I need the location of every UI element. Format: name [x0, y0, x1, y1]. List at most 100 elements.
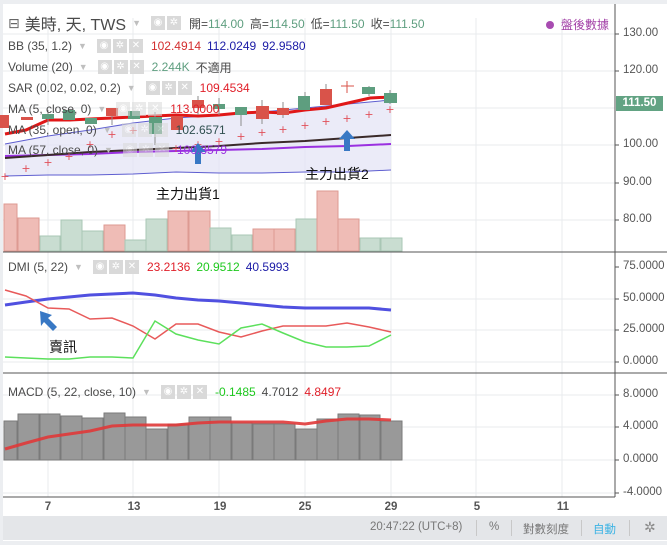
- legend-bb: BB (35, 1.2) ▼ ◉ ✲ ✕ 102.4914 112.0249 92.…: [8, 38, 312, 54]
- high-label: 高=: [249, 16, 269, 31]
- dmi-tick: 25.0000: [623, 323, 665, 335]
- chevron-down-icon[interactable]: ▼: [142, 387, 151, 397]
- eye-icon[interactable]: ◉: [92, 260, 107, 274]
- svg-text:+: +: [342, 112, 351, 125]
- chevron-down-icon[interactable]: ▼: [104, 145, 113, 155]
- price-tick: 130.00: [623, 27, 659, 39]
- dmi-adx-value: 40.5993: [245, 260, 290, 274]
- ma35-name[interactable]: MA (35, open, 0): [8, 123, 97, 137]
- price-tick: 80.00: [623, 213, 652, 225]
- eye-icon[interactable]: ◉: [160, 385, 175, 399]
- after-hours-dot-icon: [546, 20, 554, 29]
- legend-sar: SAR (0.02, 0.02, 0.2) ▼ ◉ ✲ ✕ 109.4534: [8, 80, 256, 96]
- chevron-down-icon[interactable]: ▼: [97, 104, 107, 114]
- time-tick: 19: [213, 501, 227, 513]
- eye-icon[interactable]: ◉: [116, 102, 131, 116]
- close-icon[interactable]: ✕: [192, 385, 207, 399]
- time-tick: 5: [473, 501, 481, 513]
- ma35-value: 102.6571: [175, 123, 226, 137]
- gear-icon[interactable]: ✲: [112, 39, 127, 53]
- svg-text:+: +: [385, 103, 394, 116]
- macd-name[interactable]: MACD (5, 22, close, 10): [8, 385, 137, 399]
- svg-text:+: +: [321, 115, 330, 128]
- chevron-down-icon[interactable]: ▼: [126, 83, 136, 93]
- gear-icon[interactable]: ✲: [113, 60, 128, 74]
- gear-icon[interactable]: ✲: [176, 385, 191, 399]
- price-tick: 120.00: [623, 64, 659, 76]
- svg-text:+: +: [0, 170, 9, 183]
- axis-ticks: [615, 33, 619, 494]
- svg-text:+: +: [43, 156, 52, 169]
- eye-icon[interactable]: ◉: [121, 123, 136, 137]
- eye-icon[interactable]: ◉: [97, 60, 112, 74]
- svg-text:+: +: [300, 119, 309, 132]
- gear-icon[interactable]: ✲: [167, 16, 181, 30]
- log-scale-button[interactable]: 對數刻度: [523, 524, 569, 536]
- gear-icon[interactable]: ✲: [161, 81, 176, 95]
- auto-scale-button[interactable]: 自動: [593, 524, 616, 536]
- legend-volume: Volume (20) ▼ ◉ ✲ ✕ 2.244K 不適用: [8, 59, 238, 75]
- clock-time: 20:47:22 (UTC+8): [370, 521, 463, 533]
- macd-tick: 0.0000: [623, 453, 659, 465]
- ma5-value: 113.0000: [170, 102, 220, 116]
- chevron-down-icon[interactable]: ▼: [102, 125, 112, 135]
- macd-tick: 4.0000: [623, 420, 659, 432]
- time-tick: 25: [298, 501, 312, 513]
- macd-signal-value: 4.7012: [261, 385, 299, 399]
- close-icon[interactable]: ✕: [177, 81, 192, 95]
- ma5-name[interactable]: MA (5, close, 0): [8, 102, 92, 116]
- svg-text:+: +: [236, 130, 245, 143]
- dmi-adx-line: [4, 291, 392, 312]
- after-hours-label: 盤後數據: [561, 18, 610, 32]
- dmi-name[interactable]: DMI (5, 22): [8, 260, 69, 274]
- legend-ma5: MA (5, close, 0) ▼ ◉ ✲ ✕ 113.0000: [8, 101, 225, 117]
- macd-signal-line: [4, 417, 392, 451]
- close-icon[interactable]: ✕: [129, 60, 144, 74]
- chevron-down-icon[interactable]: ▼: [132, 18, 141, 28]
- collapse-icon[interactable]: ⊟: [8, 14, 20, 31]
- eye-icon[interactable]: ◉: [122, 143, 137, 157]
- svg-text:+: +: [257, 126, 266, 139]
- chevron-down-icon[interactable]: ▼: [74, 262, 83, 272]
- sar-name[interactable]: SAR (0.02, 0.02, 0.2): [8, 81, 121, 95]
- macd-tick: -4.0000: [623, 486, 663, 498]
- macd-value: -0.1485: [214, 385, 256, 399]
- gear-icon[interactable]: ✲: [108, 260, 123, 274]
- svg-text:+: +: [214, 135, 223, 148]
- eye-icon[interactable]: ◉: [96, 39, 111, 53]
- percent-scale-button[interactable]: %: [489, 521, 500, 533]
- gear-icon[interactable]: ✲: [137, 123, 152, 137]
- close-icon[interactable]: ✕: [148, 102, 163, 116]
- ma57-name[interactable]: MA (57, close, 0): [8, 143, 99, 157]
- symbol-title[interactable]: 美時, 天, TWS: [24, 17, 127, 34]
- time-tick: 11: [556, 501, 570, 513]
- gear-icon[interactable]: ✲: [138, 143, 153, 157]
- volume-bars: [3, 190, 403, 252]
- close-icon[interactable]: ✕: [128, 39, 143, 53]
- gear-icon[interactable]: ✲: [644, 519, 656, 535]
- after-hours-toggle[interactable]: 盤後數據: [546, 16, 609, 33]
- dmi-minus-di-value: 20.9512: [196, 260, 240, 274]
- time-tick: 7: [44, 501, 52, 513]
- eye-icon[interactable]: ◉: [151, 16, 165, 30]
- dmi-minus-di-line: [4, 319, 392, 360]
- bb-name[interactable]: BB (35, 1.2): [8, 39, 73, 53]
- eye-icon[interactable]: ◉: [145, 81, 160, 95]
- chevron-down-icon[interactable]: ▼: [78, 62, 88, 72]
- high-value: 114.50: [268, 16, 305, 31]
- close-icon[interactable]: ✕: [154, 143, 169, 157]
- close-icon[interactable]: ✕: [124, 260, 139, 274]
- chart-title-row: ⊟ 美時, 天, TWS ▼ ◉ ✲ 開=114.00 高=114.50 低=11…: [8, 14, 431, 35]
- svg-text:+: +: [64, 150, 73, 163]
- sar-value: 109.4534: [199, 81, 250, 95]
- divider: [581, 520, 582, 536]
- svg-text:+: +: [278, 123, 287, 136]
- volume-ma-value: 不適用: [195, 60, 232, 75]
- close-icon[interactable]: ✕: [153, 123, 168, 137]
- chevron-down-icon[interactable]: ▼: [78, 41, 87, 51]
- volume-name[interactable]: Volume (20): [8, 60, 73, 74]
- dmi-plus-di-line: [4, 289, 392, 340]
- gear-icon[interactable]: ✲: [132, 102, 147, 116]
- time-tick: 29: [384, 501, 398, 513]
